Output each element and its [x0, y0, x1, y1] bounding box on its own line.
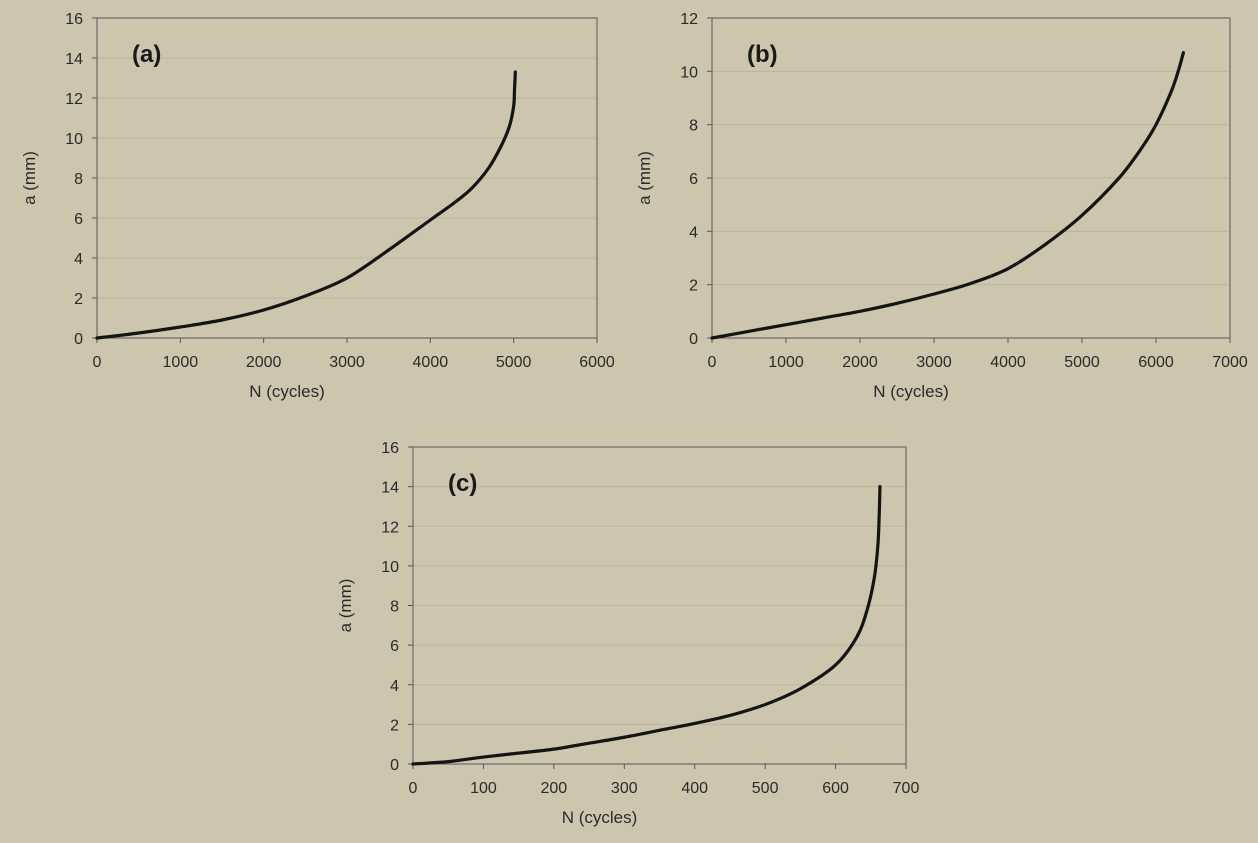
chart-b-x-tick-label-2: 2000	[842, 354, 878, 371]
chart-b-y-tick-label-5: 10	[680, 64, 698, 81]
chart-b-x-tick-label-6: 6000	[1138, 354, 1174, 371]
chart-b-ticks: 0 1000 2000 3000 4000 5000 6000 7000 0 2 4 6 8 10 12	[680, 11, 1248, 371]
chart-c-y-tick-label-3: 6	[390, 638, 399, 655]
chart-c-y-tick-label-5: 10	[381, 559, 399, 576]
chart-c-ticks: 0 100 200 300 400 500 600 700 0 2 4 6 8 10 12 14 16	[381, 440, 919, 797]
chart-c-x-tick-label-7: 700	[893, 780, 920, 797]
chart-b-y-axis-title: a (mm)	[635, 151, 654, 205]
chart-a-y-tick-label-2: 4	[74, 251, 83, 268]
chart-c-x-tick-label-4: 400	[681, 780, 708, 797]
chart-c-x-tick-label-5: 500	[752, 780, 779, 797]
chart-b-y-tick-label-0: 0	[689, 331, 698, 348]
chart-a-y-tick-label-8: 16	[65, 11, 83, 28]
chart-a-y-tick-label-4: 8	[74, 171, 83, 188]
chart-c-y-tick-label-6: 12	[381, 519, 399, 536]
chart-a-y-tick-label-6: 12	[65, 91, 83, 108]
chart-b-y-tick-label-1: 2	[689, 278, 698, 295]
chart-b-x-tick-label-0: 0	[708, 354, 717, 371]
chart-c-x-tick-label-1: 100	[470, 780, 497, 797]
chart-a-x-axis-title: N (cycles)	[249, 382, 325, 401]
chart-a-x-tick-label-6: 6000	[579, 354, 615, 371]
chart-c-series-line	[411, 485, 882, 766]
chart-a-y-tick-label-1: 2	[74, 291, 83, 308]
chart-c-x-axis-title: N (cycles)	[562, 808, 638, 827]
chart-a-x-tick-label-1: 1000	[163, 354, 199, 371]
chart-a-y-tick-label-7: 14	[65, 51, 83, 68]
chart-b: 0 1000 2000 3000 4000 5000 6000 7000 0 2 4 6 8 10 12 (…	[635, 11, 1248, 401]
chart-b-x-tick-label-7: 7000	[1212, 354, 1248, 371]
chart-a-y-tick-label-3: 6	[74, 211, 83, 228]
chart-b-y-tick-label-4: 8	[689, 118, 698, 135]
chart-b-y-tick-label-3: 6	[689, 171, 698, 188]
chart-a: 0 1000 2000 3000 4000 5000 6000 0 2 4 6 8 10 12 14 16 (…	[20, 11, 615, 401]
chart-a-y-axis-title: a (mm)	[20, 151, 39, 205]
chart-a-x-tick-label-3: 3000	[329, 354, 365, 371]
chart-c-y-tick-label-2: 4	[390, 678, 399, 695]
chart-a-x-tick-label-5: 5000	[496, 354, 532, 371]
chart-b-series-line	[710, 51, 1185, 340]
chart-a-y-tick-label-0: 0	[74, 331, 83, 348]
chart-a-series-line	[95, 70, 517, 340]
chart-c-y-tick-label-1: 2	[390, 717, 399, 734]
chart-a-x-tick-label-2: 2000	[246, 354, 282, 371]
chart-b-x-axis-title: N (cycles)	[873, 382, 949, 401]
chart-c-y-tick-label-4: 8	[390, 599, 399, 616]
chart-c-x-tick-label-6: 600	[822, 780, 849, 797]
chart-c-y-axis-title: a (mm)	[336, 579, 355, 633]
chart-b-x-tick-label-4: 4000	[990, 354, 1026, 371]
chart-b-panel-label: (b)	[747, 41, 778, 68]
chart-a-x-tick-label-4: 4000	[413, 354, 449, 371]
chart-c-y-tick-label-8: 16	[381, 440, 399, 457]
chart-b-x-tick-label-3: 3000	[916, 354, 952, 371]
chart-a-x-tick-label-0: 0	[93, 354, 102, 371]
chart-b-x-tick-label-5: 5000	[1064, 354, 1100, 371]
chart-b-y-tick-label-2: 4	[689, 224, 698, 241]
chart-c-y-tick-label-7: 14	[381, 480, 399, 497]
chart-c-x-tick-label-3: 300	[611, 780, 638, 797]
chart-c-x-tick-label-2: 200	[541, 780, 568, 797]
chart-c-y-tick-label-0: 0	[390, 757, 399, 774]
chart-c-x-tick-label-0: 0	[409, 780, 418, 797]
chart-b-x-tick-label-1: 1000	[768, 354, 804, 371]
chart-a-panel-label: (a)	[132, 41, 161, 68]
chart-a-y-tick-label-5: 10	[65, 131, 83, 148]
chart-b-y-tick-label-6: 12	[680, 11, 698, 28]
chart-c-panel-label: (c)	[448, 470, 477, 497]
chart-a-ticks: 0 1000 2000 3000 4000 5000 6000 0 2 4 6 8 10 12 14 16	[65, 11, 615, 371]
